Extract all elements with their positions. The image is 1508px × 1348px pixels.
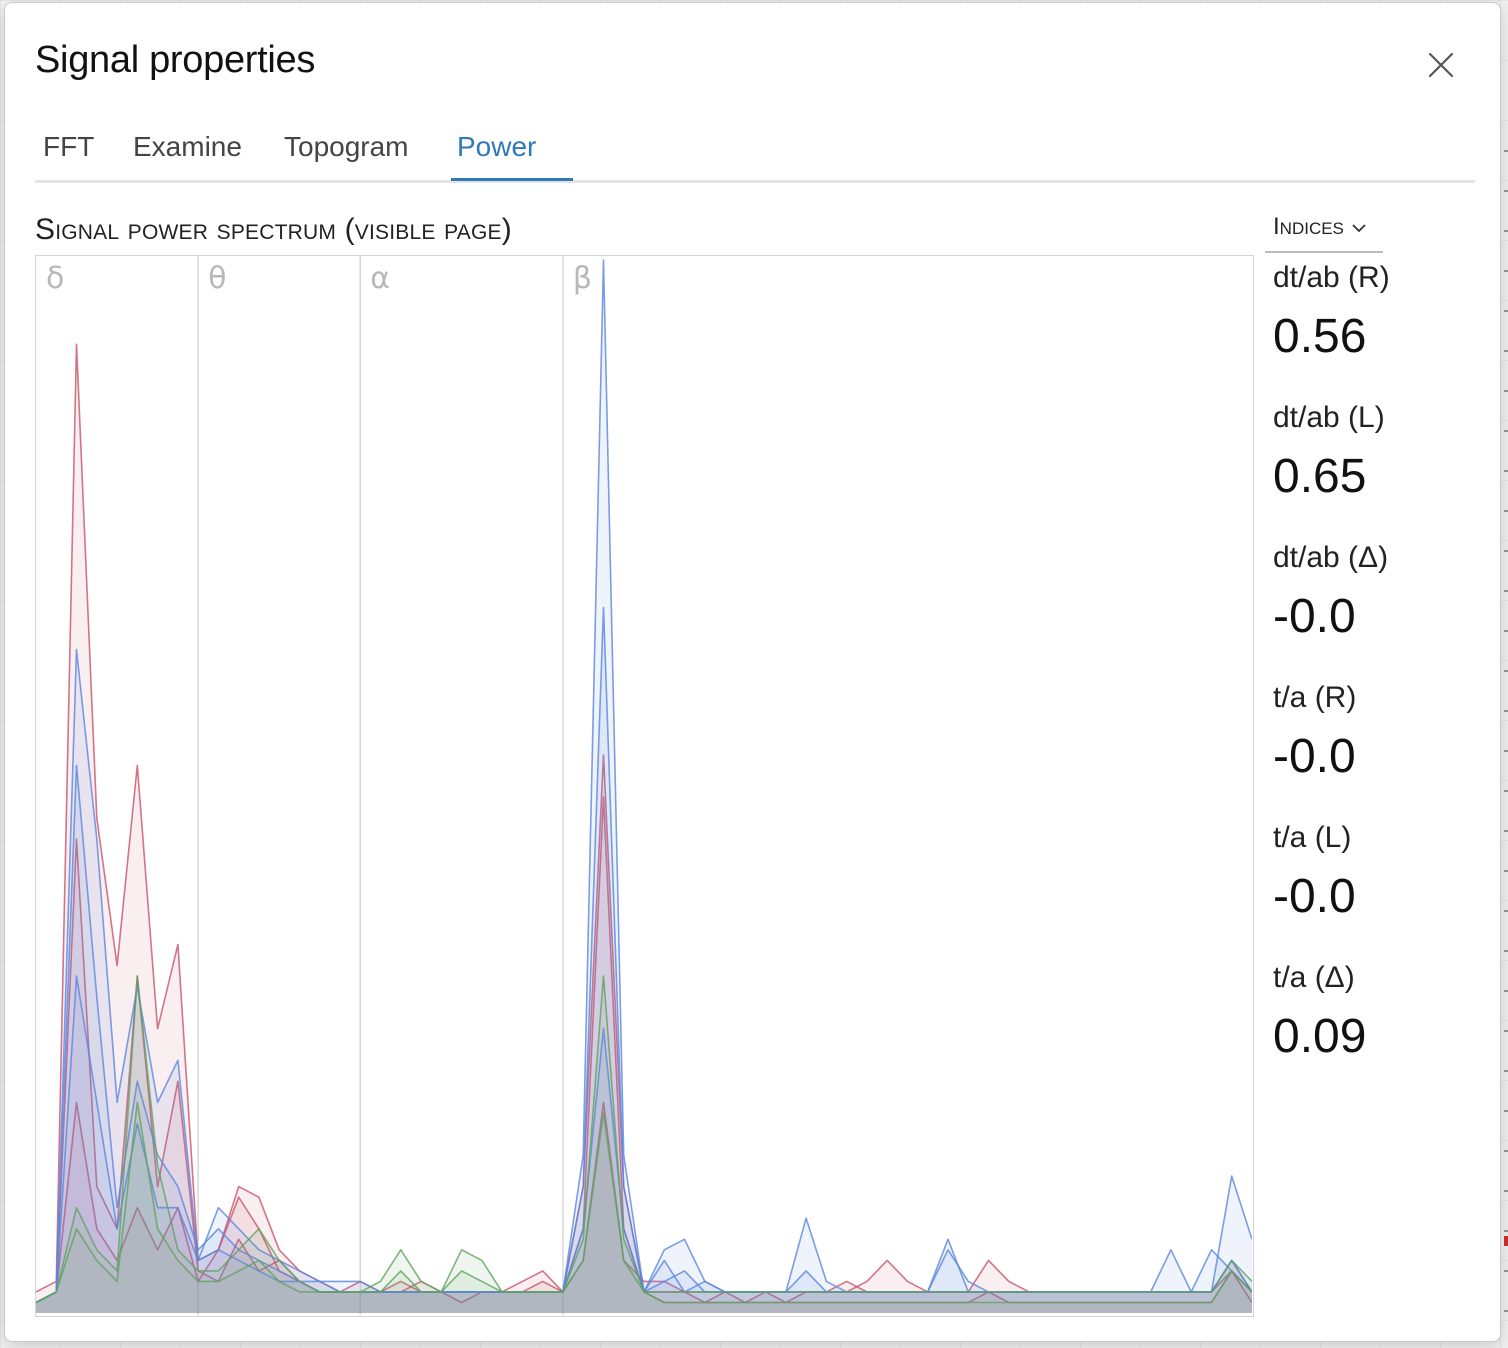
series-line [36,1101,1252,1304]
index-item: dt/ab (R) 0.56 [1273,261,1473,401]
scale-mark [1504,150,1508,152]
index-label: t/a (R) [1273,681,1357,714]
close-icon [1428,52,1454,78]
close-button[interactable] [1417,41,1465,89]
scale-mark [1504,950,1508,952]
index-item: t/a (Δ) 0.09 [1273,961,1473,1101]
scale-mark [1504,790,1508,792]
scale-mark-red [1504,1236,1508,1246]
scale-mark [1504,230,1508,232]
series-area [36,1102,1252,1313]
band-label: β [573,261,592,296]
scale-mark [1504,470,1508,472]
series-area [36,976,1252,1313]
scale-mark [1504,750,1508,752]
index-label: t/a (Δ) [1273,961,1355,994]
tab-fft[interactable]: FFT [43,131,95,162]
indices-dropdown[interactable]: Indices [1265,213,1383,253]
scale-mark [1504,550,1508,552]
scale-mark [1504,310,1508,312]
chevron-down-icon [1352,224,1366,233]
tab-bar: FFT Examine Topogram Power [35,123,1475,183]
scale-mark [1504,630,1508,632]
index-label: dt/ab (L) [1273,401,1385,434]
series-line [36,343,1252,1304]
index-item: dt/ab (L) 0.65 [1273,401,1473,541]
scale-mark [1504,1150,1508,1152]
tab-topogram[interactable]: Topogram [284,131,409,162]
indices-list: dt/ab (R) 0.56 dt/ab (L) 0.65 dt/ab (Δ) … [1273,261,1473,1101]
index-value: -0.0 [1273,870,1356,923]
index-item: dt/ab (Δ) -0.0 [1273,541,1473,681]
index-value: -0.0 [1273,590,1356,643]
section-title: Signal power spectrum (visible page) [35,213,512,246]
scale-mark [1504,910,1508,912]
scale-mark [1504,190,1508,192]
scale-mark [1504,1030,1508,1032]
scale-mark [1504,590,1508,592]
dialog-title: Signal properties [35,39,316,81]
scale-mark [1504,1310,1508,1312]
index-item: t/a (L) -0.0 [1273,821,1473,961]
index-value: -0.0 [1273,730,1356,783]
scale-mark [1504,430,1508,432]
series-area [36,260,1252,1313]
scale-mark [1504,1230,1508,1232]
scale-mark [1504,870,1508,872]
active-tab-indicator [451,178,573,181]
background-scale-marks [1502,0,1508,1348]
scale-mark [1504,830,1508,832]
signal-properties-dialog: Signal properties FFT Examine Topogram P… [4,2,1501,1342]
scale-mark [1504,990,1508,992]
scale-mark [1504,270,1508,272]
scale-mark [1504,710,1508,712]
scale-mark [1504,1110,1508,1112]
index-value: 0.56 [1273,310,1367,363]
scale-mark [1504,510,1508,512]
index-value: 0.09 [1273,1010,1367,1063]
index-value: 0.65 [1273,450,1367,503]
indices-dropdown-label: Indices [1273,213,1344,240]
scale-mark [1504,390,1508,392]
band-label: θ [208,261,226,296]
index-item: t/a (R) -0.0 [1273,681,1473,821]
scale-mark [1504,1270,1508,1272]
band-label: α [370,261,390,296]
tab-examine[interactable]: Examine [133,131,242,162]
scale-mark [1504,350,1508,352]
tab-power[interactable]: Power [457,131,537,162]
scale-mark [1504,670,1508,672]
band-label: δ [46,261,64,296]
index-label: t/a (L) [1273,821,1352,854]
series-area [36,344,1252,1313]
index-label: dt/ab (Δ) [1273,541,1389,574]
series-line [36,606,1252,1304]
series-area [36,797,1252,1313]
scale-mark [1504,1070,1508,1072]
series-area [36,607,1252,1313]
series-line [36,259,1252,1304]
series-area [36,976,1252,1313]
index-label: dt/ab (R) [1273,261,1390,294]
scale-mark [1504,1190,1508,1192]
